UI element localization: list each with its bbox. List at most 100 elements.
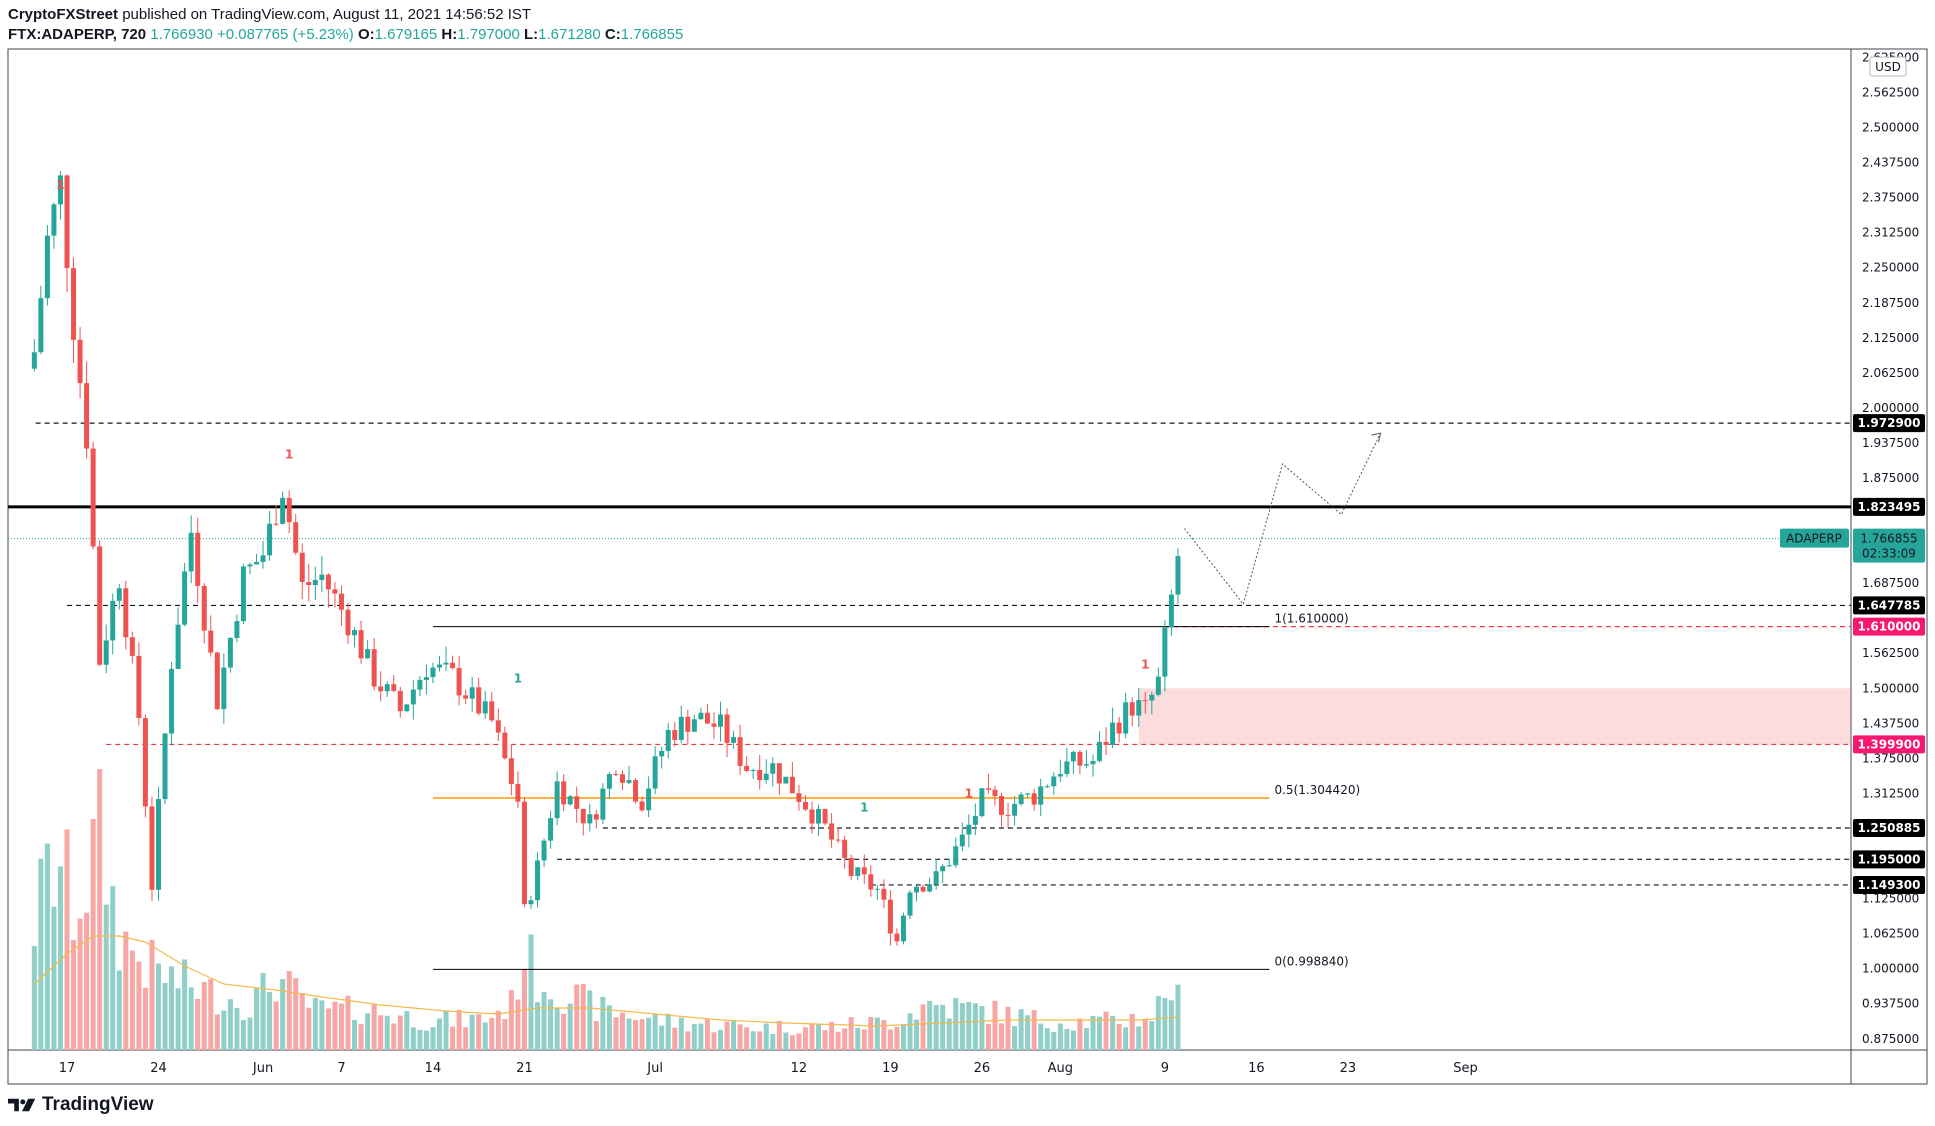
candle-body [71,268,77,340]
candle-body [1018,794,1024,804]
volume-bar [744,1027,750,1050]
volume-bar [816,1024,822,1050]
volume-bar [535,1002,541,1050]
tradingview-footer[interactable]: TradingView [8,1094,154,1116]
candle-body [548,818,554,841]
volume-bar [1051,1031,1057,1050]
candle-body [829,823,835,840]
candle-body [763,773,769,781]
candle-body [332,589,338,594]
volume-bar [280,979,286,1050]
candle-body [809,809,815,824]
y-tick-label: 1.687500 [1862,576,1919,590]
volume-bar [776,1021,782,1050]
candle-body [1110,722,1116,745]
symbol-badge-label: ADAPERP [1786,532,1842,546]
volume-bar [430,1027,436,1050]
x-tick-label: 19 [882,1061,899,1076]
candle-body [718,714,723,727]
candle-body [744,765,750,771]
currency-label: USD [1875,60,1901,74]
volume-bar [57,866,63,1050]
fibonacci-layer: 1(1.610000) 0.5(1.304420) 0(0.998840) [432,612,1360,970]
candle-body [848,858,854,876]
volume-bar [234,1008,240,1050]
volume-bar [646,1017,652,1050]
x-tick-label: 14 [425,1061,442,1076]
candle-body [750,770,756,772]
candle-body [776,763,782,784]
volume-bar [574,984,580,1050]
candle-body [240,566,246,622]
candle-body [443,662,449,665]
volume-bar [436,1018,442,1050]
volume-bar [678,1017,684,1050]
candle-body [456,668,462,696]
y-tick-label: 2.437500 [1862,156,1919,170]
x-tick-label: Aug [1048,1061,1073,1076]
volume-bar [972,1003,978,1050]
candle-body [436,664,442,668]
volume-bar [64,829,70,1050]
volume-bar [201,981,207,1050]
level-badge-label: 1.823495 [1857,500,1920,514]
level-badge [1853,497,1925,516]
candle-body [175,624,181,669]
published-text: published on TradingView.com, August 11,… [118,6,532,23]
candle-body [999,795,1005,815]
volume-bar [476,1014,482,1050]
candle-body [1103,741,1109,745]
candle-body [208,630,214,653]
candle-body [352,630,358,636]
candle-body [508,758,514,785]
candle-body [900,915,906,942]
currency-box[interactable] [1869,56,1907,77]
candle-body [1162,627,1168,677]
volume-bar [208,979,214,1050]
volume-bar [718,1029,723,1050]
volume-bar [757,1031,763,1050]
td-signal-label: 1 [965,787,973,801]
volume-bar [1038,1023,1044,1050]
y-tick-label: 1.437500 [1862,716,1919,730]
y-tick-label: 2.250000 [1862,261,1919,275]
level-badge [1853,414,1925,433]
level-badge [1853,850,1925,869]
publish-info: CryptoFXStreet published on TradingView.… [8,6,531,23]
volume-bar [796,1033,802,1050]
volume-bar [822,1030,828,1050]
volume-bar [502,1019,508,1050]
volume-bar [907,1013,913,1050]
volume-bar [482,1022,488,1050]
levels-layer [8,422,1851,886]
candle-body [1142,700,1148,702]
volume-bar [979,1006,985,1050]
volume-bar [855,1027,861,1050]
x-tick-label: 23 [1340,1061,1357,1076]
price-chart[interactable]: 1(1.610000)0.5(1.304420)0(0.998840) 1111… [0,0,1935,1090]
price-axis[interactable]: 2.500000 2.437500 2.375000 2.312500 2.250000… [1862,50,1919,1045]
td-signals-layer: 1 1 1 1 1 1 [56,178,1149,814]
candle-body [371,649,377,687]
volume-bar [417,1029,423,1050]
y-tick-label: 2.000000 [1862,401,1919,415]
volume-bar [142,987,148,1050]
candle-body [979,788,985,817]
y-tick-label: 2.562500 [1862,85,1919,99]
candle-body [293,522,299,553]
candle-body [142,718,148,807]
candle-body [580,808,586,824]
volume-bar [567,1003,573,1050]
volume-bar [874,1017,880,1050]
candle-body [816,808,822,824]
candle-body [90,448,96,547]
candle-body [737,737,743,766]
volume-bar [169,966,175,1050]
candle-body [672,729,678,740]
time-axis[interactable]: 17 24 Jun 7 14 21 Jul 12 19 26 Aug 9 16 23 Sep [59,1061,1478,1076]
candle-body [1064,761,1070,775]
volume-bar [927,1000,933,1050]
volume-bar [861,1029,867,1050]
volume-bar [600,996,606,1050]
volume-bar [325,1008,331,1050]
